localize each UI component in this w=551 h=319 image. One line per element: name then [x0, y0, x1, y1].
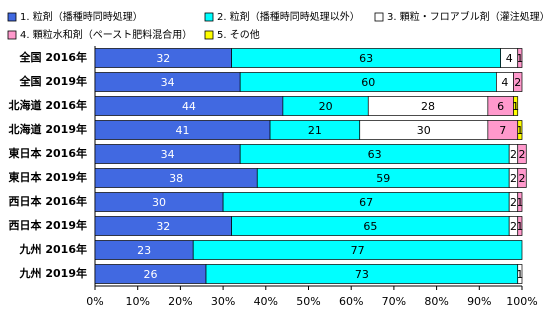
- value-label: 38: [169, 172, 183, 185]
- value-label: 6: [497, 100, 504, 113]
- value-label: 1: [512, 100, 519, 113]
- bar-segment: [517, 168, 527, 188]
- value-label: 2: [519, 148, 526, 161]
- bar-segment: [517, 120, 523, 140]
- bar-segment: [517, 48, 523, 68]
- x-tick-label: 90%: [467, 295, 491, 308]
- legend-label: 3. 顆粒・フロアブル剤（灌注処理）: [387, 10, 550, 23]
- bar-segment: [192, 240, 523, 260]
- value-label: 77: [351, 244, 365, 257]
- bar-segment: [513, 72, 523, 92]
- value-label: 2: [514, 76, 521, 89]
- value-label: 65: [363, 220, 377, 233]
- bar-segment: [517, 144, 527, 164]
- bar-segment: [517, 216, 523, 236]
- value-label: 1: [516, 268, 523, 281]
- value-label: 34: [161, 148, 175, 161]
- x-tick-label: 80%: [424, 295, 448, 308]
- value-label: 63: [368, 148, 382, 161]
- legend-swatch: [7, 12, 17, 22]
- value-label: 1: [516, 124, 523, 137]
- y-tick-label: 東日本 2016年: [9, 146, 87, 160]
- value-label: 44: [182, 100, 196, 113]
- legend-label: 2. 粒剤（播種時同時処理以外）: [217, 10, 360, 23]
- value-label: 2: [510, 172, 517, 185]
- value-label: 30: [417, 124, 431, 137]
- value-label: 4: [506, 52, 513, 65]
- legend-label: 1. 粒剤（播種時同時処理）: [20, 10, 143, 23]
- value-label: 1: [516, 52, 523, 65]
- value-label: 4: [501, 76, 508, 89]
- y-tick-label: 西日本 2019年: [9, 218, 87, 232]
- x-tick-label: 0%: [86, 295, 103, 308]
- value-label: 20: [319, 100, 333, 113]
- value-label: 63: [359, 52, 373, 65]
- legend-swatch: [204, 30, 214, 40]
- value-label: 21: [308, 124, 322, 137]
- value-label: 67: [359, 196, 373, 209]
- value-label: 59: [376, 172, 390, 185]
- value-label: 32: [156, 220, 170, 233]
- x-tick-label: 70%: [382, 295, 406, 308]
- value-label: 2: [519, 172, 526, 185]
- x-tick-label: 40%: [254, 295, 278, 308]
- legend-label: 4. 顆粒水和剤（ペースト肥料混合用）: [20, 28, 192, 41]
- y-tick-label: 東日本 2019年: [9, 170, 87, 184]
- y-tick-label: 西日本 2016年: [9, 194, 87, 208]
- value-label: 41: [176, 124, 190, 137]
- value-label: 73: [355, 268, 369, 281]
- value-label: 23: [137, 244, 151, 257]
- y-tick-label: 北海道 2016年: [9, 98, 87, 112]
- bar-segment: [513, 96, 519, 116]
- x-tick-label: 20%: [168, 295, 192, 308]
- x-tick-label: 100%: [506, 295, 537, 308]
- value-label: 60: [361, 76, 375, 89]
- x-tick-label: 10%: [125, 295, 149, 308]
- value-label: 34: [161, 76, 175, 89]
- bar-segment: [517, 192, 523, 212]
- y-tick-label: 九州 2016年: [19, 242, 87, 256]
- value-label: 7: [499, 124, 506, 137]
- y-tick-label: 全国 2016年: [19, 50, 87, 64]
- value-label: 1: [516, 196, 523, 209]
- legend-swatch: [374, 12, 384, 22]
- value-label: 2: [510, 196, 517, 209]
- x-tick-label: 50%: [296, 295, 320, 308]
- value-label: 2: [510, 220, 517, 233]
- value-label: 1: [516, 220, 523, 233]
- value-label: 2: [510, 148, 517, 161]
- value-label: 30: [152, 196, 166, 209]
- x-tick-label: 30%: [211, 295, 235, 308]
- legend-label: 5. その他: [217, 28, 260, 41]
- legend-swatch: [7, 30, 17, 40]
- x-tick-label: 60%: [339, 295, 363, 308]
- value-label: 28: [421, 100, 435, 113]
- bar-segment: [517, 264, 523, 284]
- legend-swatch: [204, 12, 214, 22]
- y-tick-label: 北海道 2019年: [9, 122, 87, 136]
- value-label: 32: [156, 52, 170, 65]
- y-tick-label: 九州 2019年: [19, 266, 87, 280]
- y-tick-label: 全国 2019年: [19, 74, 87, 88]
- value-label: 26: [144, 268, 158, 281]
